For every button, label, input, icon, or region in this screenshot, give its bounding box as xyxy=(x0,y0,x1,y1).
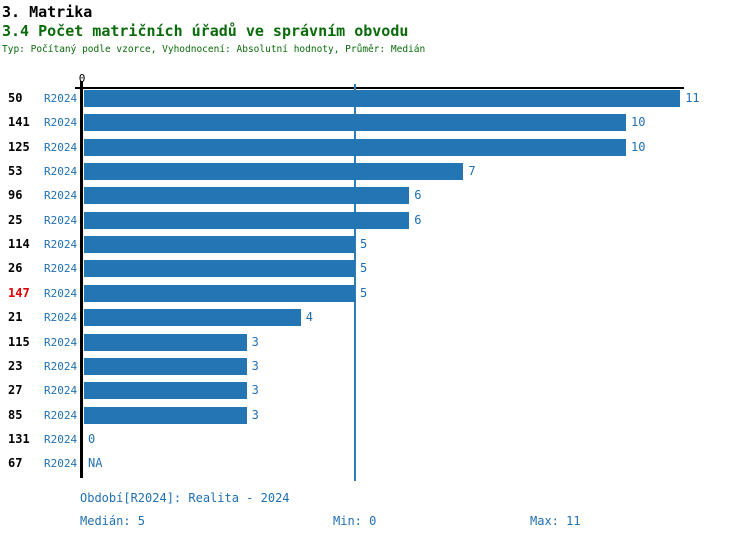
bar[interactable] xyxy=(84,114,626,132)
bar-value-label: 10 xyxy=(631,115,646,130)
bar[interactable] xyxy=(84,236,355,254)
row-label: 141 xyxy=(8,115,30,130)
bar[interactable] xyxy=(84,163,464,181)
axis-top-line xyxy=(75,87,684,89)
footer-median-label: Medián: 5 xyxy=(80,514,146,528)
bar[interactable] xyxy=(84,382,247,400)
row-period-label: R2024 xyxy=(44,384,78,398)
row-label: 67 xyxy=(8,456,23,471)
row-period-label: R2024 xyxy=(44,311,78,325)
row-period-label: R2024 xyxy=(44,92,78,105)
bar-value-label: 11 xyxy=(685,91,700,105)
row-label: 50 xyxy=(8,91,23,105)
row-period-label: R2024 xyxy=(44,286,78,300)
row-period-label: R2024 xyxy=(44,189,78,203)
row-label: 147 xyxy=(8,285,30,300)
bar-value-label: 4 xyxy=(305,310,314,325)
bar-value-label: 7 xyxy=(468,164,476,179)
row-label: 125 xyxy=(8,139,30,154)
chart-title: 3.4 Počet matričních úřadů ve správním o… xyxy=(2,22,409,40)
bar[interactable] xyxy=(84,138,626,156)
bar-value-label: 5 xyxy=(360,261,368,276)
bar[interactable] xyxy=(84,406,247,424)
bar-value-label: 3 xyxy=(251,407,259,422)
bar-value-label: 0 xyxy=(88,431,96,446)
row-period-label: R2024 xyxy=(44,457,78,471)
row-label: 27 xyxy=(8,383,23,398)
bar[interactable] xyxy=(84,260,355,278)
bar-value-label: 5 xyxy=(360,237,368,252)
row-label: 96 xyxy=(8,188,23,203)
bar[interactable] xyxy=(84,90,681,107)
row-period-label: R2024 xyxy=(44,213,78,227)
row-period-label: R2024 xyxy=(44,116,78,130)
bar[interactable] xyxy=(84,357,247,375)
row-period-label: R2024 xyxy=(44,165,78,179)
bar-value-label: 3 xyxy=(251,383,259,398)
bar-value-label: 6 xyxy=(414,212,422,227)
row-label: 85 xyxy=(8,407,23,422)
bar[interactable] xyxy=(84,309,301,327)
row-label: 26 xyxy=(8,261,23,276)
bar[interactable] xyxy=(84,333,247,351)
bar-value-label: 3 xyxy=(251,334,259,349)
row-label: 21 xyxy=(8,310,23,325)
bar[interactable] xyxy=(84,284,355,302)
row-label: 53 xyxy=(8,164,23,179)
footer-period-label: Období[R2024]: Realita - 2024 xyxy=(80,491,290,505)
bar-value-label: NA xyxy=(88,456,103,471)
median-marker-line xyxy=(354,84,356,481)
bar[interactable] xyxy=(84,187,410,205)
row-label: 114 xyxy=(8,237,30,252)
row-label: 23 xyxy=(8,358,23,373)
bar-value-label: 6 xyxy=(414,188,422,203)
row-period-label: R2024 xyxy=(44,238,78,252)
axis-origin-tick-label: 0 xyxy=(78,72,86,85)
bar-value-label: 3 xyxy=(251,358,259,373)
row-period-label: R2024 xyxy=(44,262,78,276)
row-period-label: R2024 xyxy=(44,140,78,154)
page-title: 3. Matrika xyxy=(2,3,93,21)
bar-value-label: 10 xyxy=(631,139,646,154)
row-period-label: R2024 xyxy=(44,408,78,422)
chart-meta-line: Typ: Počítaný podle vzorce, Vyhodnocení:… xyxy=(2,44,426,55)
row-label: 131 xyxy=(8,431,30,446)
row-period-label: R2024 xyxy=(44,335,78,349)
row-label: 115 xyxy=(8,334,30,349)
row-label: 25 xyxy=(8,212,23,227)
axis-vertical-line xyxy=(80,81,83,478)
footer-max-label: Max: 11 xyxy=(530,514,581,528)
row-period-label: R2024 xyxy=(44,359,78,373)
bar[interactable] xyxy=(84,211,410,229)
footer-min-label: Min: 0 xyxy=(333,514,377,528)
row-period-label: R2024 xyxy=(44,432,78,446)
bar-value-label: 5 xyxy=(360,285,368,300)
